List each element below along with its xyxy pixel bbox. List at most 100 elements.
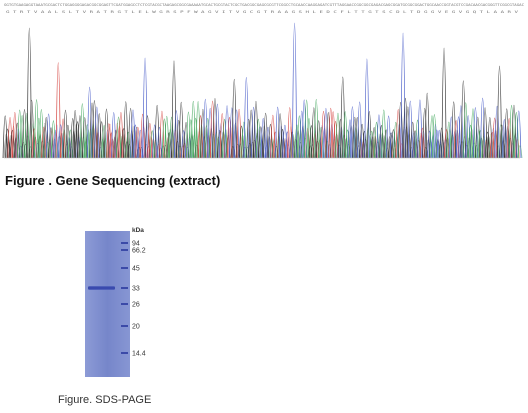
marker-label: 26	[132, 302, 140, 309]
trace-peak-C	[458, 105, 464, 159]
trace-peak-T	[453, 120, 459, 159]
trace-peak-G	[144, 115, 151, 159]
trace-peak-A	[222, 119, 228, 159]
trace-peaks	[2, 22, 523, 159]
trace-peak-C	[386, 115, 392, 159]
trace-peak-A	[79, 103, 85, 159]
trace-peak-G	[183, 121, 189, 159]
marker-label: 33	[132, 286, 140, 293]
trace-peak-A	[313, 99, 319, 159]
trace-peak-G	[337, 119, 343, 159]
trace-peak-T	[330, 111, 336, 159]
protein-band	[88, 286, 115, 290]
trace-peak-C	[202, 99, 208, 159]
trace-peak-G	[21, 109, 28, 159]
trace-peak-G	[99, 121, 105, 159]
trace-peak-G	[354, 117, 360, 159]
marker-label: 94	[132, 241, 140, 248]
trace-peak-G	[91, 100, 97, 159]
trace-peak-C	[260, 118, 266, 159]
amino-acid-translation: G T R T V A A L S L T V R A T R G T L E …	[6, 10, 519, 14]
marker-band	[121, 287, 128, 289]
trace-peak-C	[243, 77, 249, 159]
trace-peak-G	[89, 102, 95, 159]
trace-peak-A	[33, 99, 40, 159]
trace-peak-A	[431, 114, 437, 159]
trace-peak-C	[142, 57, 148, 159]
trace-peak-A	[241, 121, 247, 159]
marker-band	[121, 249, 128, 251]
trace-peak-C	[207, 108, 213, 159]
trace-peak-A	[19, 115, 25, 159]
trace-peak-G	[48, 127, 54, 159]
trace-peak-C	[282, 124, 288, 159]
trace-peak-A	[17, 109, 23, 159]
trace-peak-G	[14, 122, 20, 159]
trace-peak-C	[323, 107, 329, 159]
trace-peak-A	[468, 124, 474, 159]
trace-peak-T	[106, 123, 112, 159]
trace-peak-G	[123, 101, 129, 159]
trace-peak-G	[246, 119, 252, 159]
trace-peak-G	[402, 98, 409, 159]
trace-peak-G	[504, 108, 510, 159]
trace-peak-C	[173, 110, 179, 159]
trace-peak-A	[188, 119, 194, 159]
trace-peak-G	[62, 109, 69, 159]
trace-peak-G	[263, 112, 269, 159]
trace-peak-T	[226, 117, 233, 159]
trace-peak-C	[516, 110, 522, 159]
marker-label: 45	[132, 266, 140, 273]
sequencing-chromatogram: GGTGTGAAGAGGTAAATGCGACTCTGGAGGGGAGACGGCG…	[2, 3, 524, 159]
trace-peak-C	[299, 110, 305, 159]
trace-peak-G	[248, 109, 254, 159]
trace-peak-G	[340, 76, 346, 159]
trace-peak-A	[36, 118, 42, 159]
trace-peak-T	[219, 113, 225, 159]
trace-peak-T	[328, 107, 334, 159]
trace-peak-G	[352, 117, 358, 159]
trace-peak-G	[496, 65, 503, 159]
trace-peak-A	[193, 118, 199, 159]
trace-peak-G	[482, 107, 488, 159]
trace-peak-T	[287, 107, 293, 159]
trace-peak-A	[161, 118, 167, 159]
trace-peak-A	[24, 113, 30, 159]
trace-peak-C	[132, 124, 138, 159]
marker-label: 20	[132, 324, 140, 331]
trace-peak-A	[463, 102, 469, 159]
trace-peak-T	[147, 122, 153, 159]
trace-peak-C	[376, 114, 382, 159]
trace-peak-C	[291, 22, 298, 159]
trace-peak-T	[210, 100, 216, 159]
base-call-sequence: GGTGTGAAGAGGTAAATGCGACTCTGGAGGGGAGACGGCG…	[4, 3, 524, 7]
trace-peak-A	[185, 111, 192, 159]
trace-peak-G	[277, 113, 283, 159]
trace-peak-T	[332, 120, 339, 159]
trace-peak-G	[103, 108, 110, 159]
trace-peak-C	[400, 32, 406, 159]
trace-peak-G	[65, 124, 71, 159]
trace-peak-T	[419, 127, 425, 159]
trace-peak-C	[250, 106, 257, 159]
trace-peak-C	[364, 58, 370, 159]
trace-peak-A	[38, 109, 44, 159]
trace-peak-A	[304, 99, 310, 159]
trace-peak-G	[511, 104, 517, 159]
trace-peak-A	[190, 101, 196, 159]
trace-peak-G	[267, 123, 274, 159]
trace-peak-A	[306, 118, 312, 159]
trace-peak-A	[373, 121, 380, 159]
trace-peak-T	[197, 115, 204, 159]
trace-peak-G	[26, 27, 32, 159]
trace-peak-C	[181, 130, 187, 159]
trace-peak-C	[94, 106, 100, 159]
trace-peak-G	[72, 109, 78, 159]
trace-peak-G	[439, 127, 445, 159]
trace-peak-C	[349, 106, 355, 159]
trace-peak-T	[55, 62, 61, 159]
trace-peak-G	[311, 107, 317, 159]
trace-peak-C	[301, 99, 307, 159]
trace-peak-A	[381, 109, 387, 159]
